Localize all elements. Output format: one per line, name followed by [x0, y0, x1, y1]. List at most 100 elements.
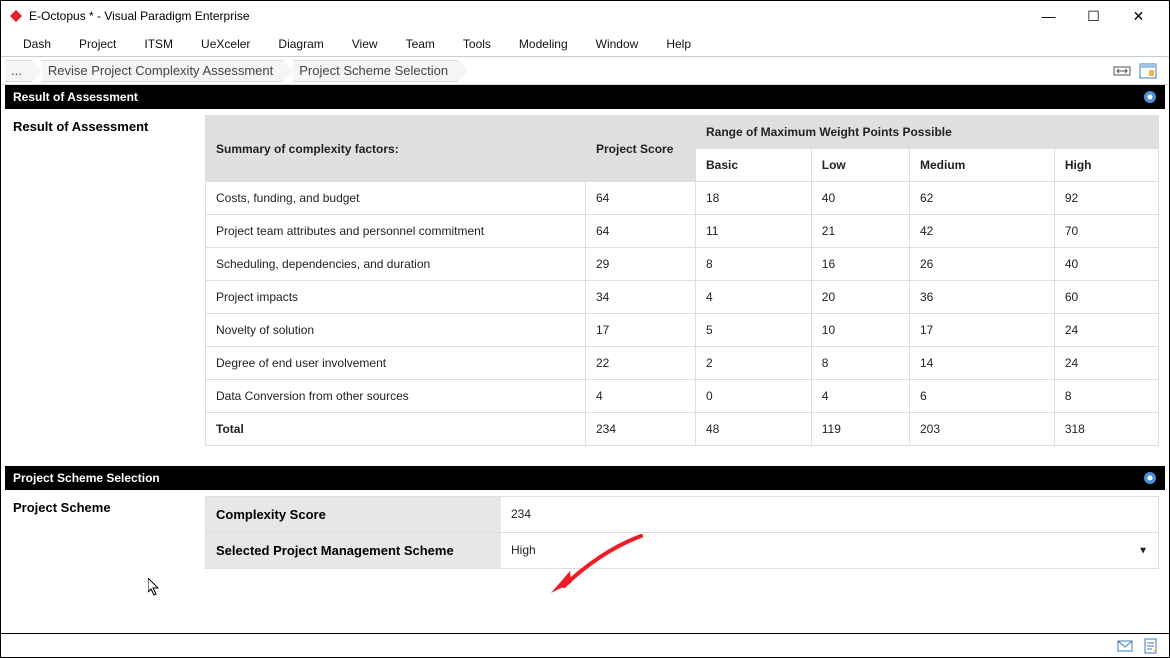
table-cell: 14 — [909, 347, 1054, 380]
table-cell: 24 — [1054, 314, 1158, 347]
note-icon[interactable] — [1143, 638, 1159, 654]
content-area: Result of Assessment Result of Assessmen… — [1, 85, 1169, 637]
table-cell: 42 — [909, 215, 1054, 248]
table-cell: 0 — [696, 380, 812, 413]
table-cell: 203 — [909, 413, 1054, 446]
complexity-score-row: Complexity Score 234 — [205, 496, 1159, 533]
table-row: Project impacts344203660 — [206, 281, 1159, 314]
close-button[interactable]: ✕ — [1116, 1, 1161, 31]
table-cell: 11 — [696, 215, 812, 248]
menu-diagram[interactable]: Diagram — [264, 33, 337, 55]
table-cell: 4 — [586, 380, 696, 413]
table-cell: Project team attributes and personnel co… — [206, 215, 586, 248]
selected-scheme-row: Selected Project Management Scheme High … — [205, 533, 1159, 569]
app-logo-icon — [9, 9, 23, 23]
assessment-table-wrap: Summary of complexity factors: Project S… — [205, 115, 1165, 446]
table-cell: 17 — [909, 314, 1054, 347]
table-cell: 22 — [586, 347, 696, 380]
selected-scheme-value: High — [511, 543, 536, 557]
menu-modeling[interactable]: Modeling — [505, 33, 582, 55]
fit-width-icon[interactable] — [1113, 62, 1131, 80]
th-basic: Basic — [696, 149, 812, 182]
breadcrumb-item-scheme[interactable]: Project Scheme Selection — [293, 60, 468, 82]
menu-help[interactable]: Help — [652, 33, 705, 55]
menu-window[interactable]: Window — [582, 33, 653, 55]
table-cell: 8 — [1054, 380, 1158, 413]
table-cell: Data Conversion from other sources — [206, 380, 586, 413]
table-cell: Degree of end user involvement — [206, 347, 586, 380]
table-cell: 4 — [811, 380, 909, 413]
breadcrumb-bar: ... Revise Project Complexity Assessment… — [1, 57, 1169, 85]
assessment-section-header: Result of Assessment — [5, 85, 1165, 109]
complexity-score-value: 234 — [501, 497, 1158, 532]
location-pin-icon[interactable] — [1143, 90, 1157, 104]
assessment-panel: Result of Assessment Summary of complexi… — [5, 109, 1165, 452]
selected-scheme-label: Selected Project Management Scheme — [206, 533, 501, 568]
table-cell: 6 — [909, 380, 1054, 413]
table-cell: 26 — [909, 248, 1054, 281]
breadcrumb-tools — [1113, 62, 1165, 80]
table-cell: Scheduling, dependencies, and duration — [206, 248, 586, 281]
breadcrumb-root[interactable]: ... — [5, 60, 42, 82]
table-cell: 119 — [811, 413, 909, 446]
breadcrumb-item-revise[interactable]: Revise Project Complexity Assessment — [42, 60, 293, 82]
menu-team[interactable]: Team — [392, 33, 449, 55]
table-cell: 48 — [696, 413, 812, 446]
th-high: High — [1054, 149, 1158, 182]
table-cell: 60 — [1054, 281, 1158, 314]
complexity-score-label: Complexity Score — [206, 497, 501, 532]
menu-itsm[interactable]: ITSM — [130, 33, 187, 55]
title-bar: E-Octopus * - Visual Paradigm Enterprise… — [1, 1, 1169, 31]
table-cell: 8 — [811, 347, 909, 380]
window-controls: — ☐ ✕ — [1026, 1, 1161, 31]
table-cell: Novelty of solution — [206, 314, 586, 347]
table-cell: 92 — [1054, 182, 1158, 215]
table-cell: 4 — [696, 281, 812, 314]
table-cell: Project impacts — [206, 281, 586, 314]
maximize-button[interactable]: ☐ — [1071, 1, 1116, 31]
table-cell: 234 — [586, 413, 696, 446]
menu-dash[interactable]: Dash — [9, 33, 65, 55]
table-cell: 8 — [696, 248, 812, 281]
table-cell: 5 — [696, 314, 812, 347]
table-cell: Total — [206, 413, 586, 446]
selected-scheme-dropdown[interactable]: High ▼ — [501, 533, 1158, 568]
scheme-panel: Project Scheme Complexity Score 234 Sele… — [5, 490, 1165, 575]
table-cell: 20 — [811, 281, 909, 314]
table-cell: 24 — [1054, 347, 1158, 380]
table-cell: 40 — [811, 182, 909, 215]
scheme-form: Complexity Score 234 Selected Project Ma… — [205, 496, 1165, 569]
minimize-button[interactable]: — — [1026, 1, 1071, 31]
th-medium: Medium — [909, 149, 1054, 182]
menu-tools[interactable]: Tools — [449, 33, 505, 55]
table-cell: 16 — [811, 248, 909, 281]
table-row: Novelty of solution175101724 — [206, 314, 1159, 347]
table-cell: 64 — [586, 182, 696, 215]
breadcrumb: ... Revise Project Complexity Assessment… — [5, 60, 1113, 82]
mail-icon[interactable] — [1117, 638, 1133, 654]
table-cell: 10 — [811, 314, 909, 347]
menu-view[interactable]: View — [338, 33, 392, 55]
assessment-table: Summary of complexity factors: Project S… — [205, 115, 1159, 446]
th-range: Range of Maximum Weight Points Possible — [696, 116, 1159, 149]
table-cell: 2 — [696, 347, 812, 380]
table-cell: 64 — [586, 215, 696, 248]
table-cell: 40 — [1054, 248, 1158, 281]
table-row: Data Conversion from other sources40468 — [206, 380, 1159, 413]
assessment-section-title: Result of Assessment — [13, 90, 138, 104]
table-row: Costs, funding, and budget6418406292 — [206, 182, 1159, 215]
table-cell: 17 — [586, 314, 696, 347]
table-cell: 62 — [909, 182, 1054, 215]
menu-project[interactable]: Project — [65, 33, 130, 55]
table-row: Degree of end user involvement22281424 — [206, 347, 1159, 380]
scheme-section-header: Project Scheme Selection — [5, 466, 1165, 490]
menu-uexceler[interactable]: UeXceler — [187, 33, 264, 55]
chevron-down-icon: ▼ — [1138, 545, 1148, 556]
table-cell: 34 — [586, 281, 696, 314]
window-title: E-Octopus * - Visual Paradigm Enterprise — [29, 9, 1026, 23]
table-total-row: Total23448119203318 — [206, 413, 1159, 446]
location-pin-icon[interactable] — [1143, 471, 1157, 485]
panel-toggle-icon[interactable] — [1139, 62, 1157, 80]
table-cell: Costs, funding, and budget — [206, 182, 586, 215]
menu-bar: Dash Project ITSM UeXceler Diagram View … — [1, 31, 1169, 57]
